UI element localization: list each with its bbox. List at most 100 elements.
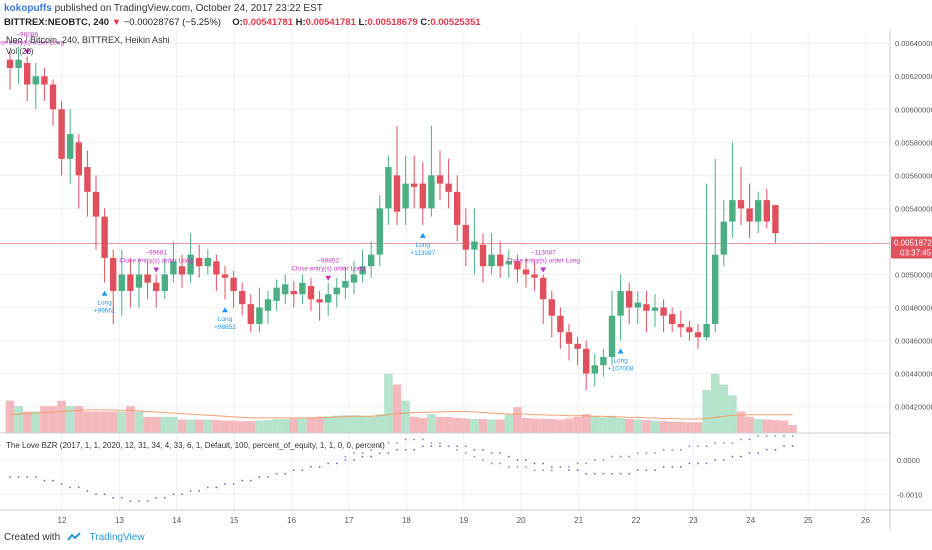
osc-point (525, 459, 527, 461)
volume-bar (169, 416, 178, 433)
author-name[interactable]: kokopuffs (4, 3, 52, 14)
osc-point (559, 465, 562, 468)
ohlc-high-label: H: (295, 17, 306, 28)
long-label: Long (416, 242, 431, 249)
volume-bar (392, 384, 402, 433)
long-label: Long (613, 358, 628, 365)
volume-bar (65, 406, 75, 433)
osc-point (576, 462, 579, 465)
volume-bar (642, 420, 651, 433)
osc-point (353, 452, 355, 455)
candle-body (333, 287, 340, 295)
candle-body (67, 134, 74, 159)
volume-bar (624, 419, 634, 433)
volume-bar (616, 417, 625, 433)
candle-body (436, 175, 444, 184)
osc-point (688, 445, 691, 448)
osc-point (791, 435, 794, 437)
volume-bar (530, 418, 539, 433)
price-tick-label: 0.00540000 (895, 204, 932, 213)
candle-body (557, 315, 564, 333)
osc-point (86, 489, 89, 492)
osc-point (43, 479, 46, 482)
osc-point (439, 441, 441, 444)
osc-point (765, 448, 768, 451)
long-arrow-icon (617, 348, 624, 354)
osc-point (129, 500, 132, 503)
osc-point (679, 465, 682, 468)
time-axis[interactable]: 12 13 14 15 16 17 18 19 20 21 22 23 24 25 26 (58, 516, 871, 525)
osc-point (731, 441, 734, 444)
osc-point (353, 459, 355, 461)
osc-point (361, 455, 364, 458)
volume-bar (581, 414, 591, 433)
price-tick-label: 0.00600000 (895, 105, 932, 114)
close-arrow-icon (325, 275, 332, 281)
long-label: Long (218, 316, 233, 323)
osc-point (757, 435, 760, 437)
candle-body (110, 257, 117, 291)
candle-body (58, 109, 65, 159)
candle-body (359, 266, 366, 275)
osc-point (628, 472, 631, 475)
osc-point (740, 455, 742, 458)
volume-bar (57, 400, 66, 433)
volume-bar (470, 419, 479, 433)
volume-bar (5, 400, 15, 433)
candle-body (471, 241, 478, 250)
candle-body (651, 307, 659, 311)
volume-bar (83, 411, 92, 433)
osc-point (421, 445, 424, 448)
volume-bar (31, 411, 41, 433)
osc-point (757, 452, 760, 455)
osc-point (654, 469, 656, 472)
candle-body (669, 314, 676, 324)
volume-bar (289, 418, 299, 433)
candle-body (479, 244, 487, 267)
candle-body (720, 221, 727, 255)
candles[interactable] (6, 46, 779, 391)
volume-bar (108, 411, 118, 433)
osc-point (198, 489, 201, 492)
osc-point (473, 455, 476, 458)
long-pnl-label: +99661 (94, 308, 116, 315)
osc-point (284, 472, 287, 475)
volume-bar (306, 417, 316, 433)
price-tick-label: 0.00500000 (895, 270, 932, 279)
oscillator-axis[interactable]: 0.0000 -0.0010 (897, 456, 922, 499)
osc-point (516, 459, 519, 461)
candle-body (522, 269, 530, 275)
candle-body (135, 274, 143, 288)
time-tick-label: 22 (632, 516, 641, 525)
candle-body (746, 208, 753, 222)
candle-body (127, 274, 134, 291)
candle-body (643, 304, 650, 311)
osc-point (490, 452, 493, 455)
brand-link[interactable]: TradingView (89, 532, 145, 543)
candle-body (565, 332, 573, 344)
osc-point (387, 452, 390, 455)
volume-bar (435, 416, 445, 433)
osc-point (103, 493, 106, 496)
osc-point (791, 445, 794, 448)
chart-area[interactable]: −98086Close entry(s) order LongLong+9966… (0, 30, 932, 530)
time-tick-label: 16 (287, 516, 296, 525)
trade-annotations: −98086Close entry(s) order LongLong+9966… (0, 31, 634, 372)
candle-body (92, 191, 100, 217)
published-text: published on TradingView.com, October 24… (54, 3, 323, 14)
osc-point (224, 483, 226, 485)
volume-bar (186, 419, 195, 433)
osc-point (602, 459, 605, 461)
osc-point (215, 486, 218, 489)
osc-point (550, 469, 553, 472)
osc-point (619, 455, 622, 458)
candle-body (299, 282, 306, 295)
price-axis[interactable]: 0.00640000 0.00620000 0.00600000 0.00580000… (895, 39, 932, 411)
volume-bar (667, 421, 677, 433)
osc-point (593, 472, 596, 475)
osc-point (69, 486, 72, 489)
osc-point (120, 496, 123, 499)
osc-tick-label: -0.0010 (897, 490, 922, 499)
price-tick-label: 0.00640000 (895, 39, 932, 48)
long-pnl-label: +98852 (214, 324, 236, 331)
